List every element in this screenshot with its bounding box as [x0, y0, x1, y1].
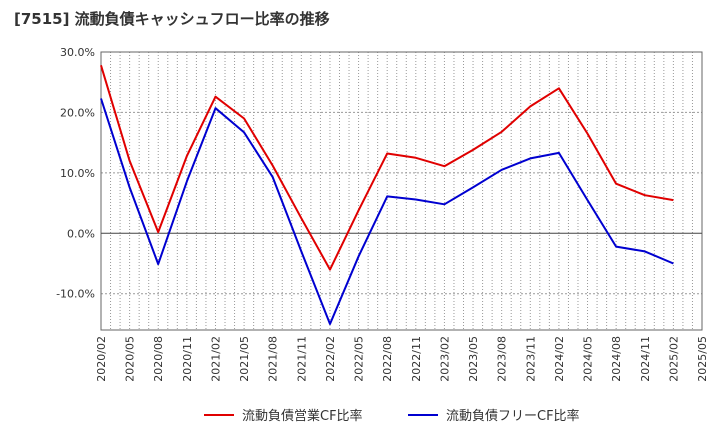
x-tick-label: 2021/11: [295, 336, 308, 382]
y-tick-label: 0.0%: [67, 227, 95, 240]
x-tick-label: 2020/05: [124, 336, 137, 382]
tick-labels: 30.0% 20.0% 10.0% 0.0% -10.0% 2020/02 2020/05 2…: [56, 46, 709, 382]
x-tick-label: 2021/08: [267, 336, 280, 382]
y-tick-label: 10.0%: [60, 167, 95, 180]
x-tick-label: 2025/02: [667, 336, 680, 382]
x-tick-label: 2020/02: [95, 336, 108, 382]
x-tick-label: 2024/08: [610, 336, 623, 382]
legend-label-1: 流動負債営業CF比率: [242, 408, 363, 424]
series-lines: [100, 65, 674, 325]
x-tick-label: 2020/11: [181, 336, 194, 382]
x-tick-label: 2024/11: [639, 336, 652, 382]
x-tick-label: 2022/08: [381, 336, 394, 382]
x-tick-label: 2023/08: [496, 336, 509, 382]
x-tick-label: 2022/02: [324, 336, 337, 382]
series-line-2: [100, 98, 674, 325]
y-tick-label: -10.0%: [56, 288, 95, 301]
x-tick-label: 2024/05: [582, 336, 595, 382]
x-tick-label: 2022/05: [353, 336, 366, 382]
y-tick-label: 20.0%: [60, 106, 95, 119]
plot-area-border: [100, 51, 703, 331]
legend: 流動負債営業CF比率 流動負債フリーCF比率: [204, 408, 580, 424]
axes: [100, 51, 703, 331]
grid-lines: [101, 51, 702, 330]
x-tick-label: 2023/02: [438, 336, 451, 382]
legend-label-2: 流動負債フリーCF比率: [446, 408, 580, 424]
x-tick-label: 2024/02: [553, 336, 566, 382]
x-tick-label: 2025/05: [696, 336, 709, 382]
chart-title: [7515] 流動負債キャッシュフロー比率の推移: [14, 10, 330, 28]
x-tick-label: 2021/05: [238, 336, 251, 382]
x-tick-label: 2020/08: [152, 336, 165, 382]
x-tick-label: 2022/11: [410, 336, 423, 382]
y-tick-label: 30.0%: [60, 46, 95, 59]
x-tick-label: 2021/02: [209, 336, 222, 382]
x-tick-label: 2023/05: [467, 336, 480, 382]
x-tick-label: 2023/11: [524, 336, 537, 382]
series-line-1: [100, 65, 674, 271]
